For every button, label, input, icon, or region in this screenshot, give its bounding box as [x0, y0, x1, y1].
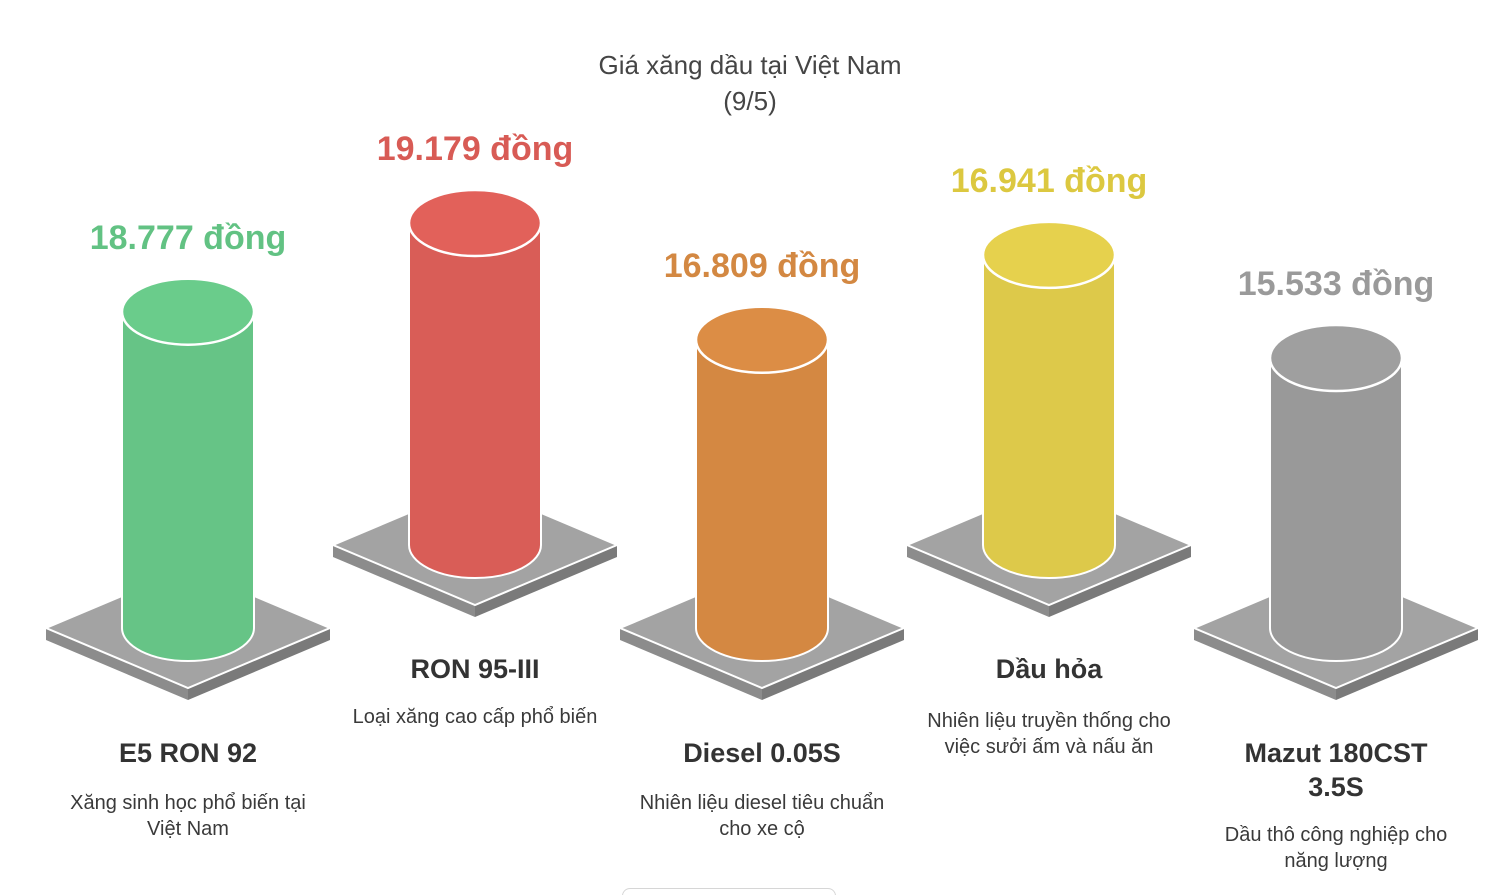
platform-side-right: [475, 545, 617, 617]
category-description-5: Dầu thô công nghiệp cho năng lượng: [1224, 824, 1448, 872]
platform-side-left: [333, 545, 475, 617]
platform-side-left: [46, 628, 188, 700]
value-label-5: 15.533 đồng: [1237, 265, 1435, 303]
bar-top-3: [694, 305, 830, 375]
bar-top-2: [407, 188, 543, 258]
bar-top-5: [1268, 323, 1404, 393]
bar-3: [695, 338, 829, 662]
chart-title: Giá xăng dầu tại Việt Nam: [598, 50, 902, 80]
bar-1: [121, 310, 255, 662]
bar-2: [408, 222, 542, 579]
category-description-2: Loại xăng cao cấp phổ biến: [352, 706, 598, 728]
category-label-5: Mazut 180CST 3.5S: [1244, 738, 1428, 802]
platform-side-right: [188, 628, 330, 700]
platform-side-right: [1336, 628, 1478, 700]
platform-side-right: [1049, 545, 1191, 617]
category-label-3: Diesel 0.05S: [683, 738, 841, 768]
chart-subtitle: (9/5): [723, 86, 777, 116]
platform-side-left: [1194, 628, 1336, 700]
category-description-3: Nhiên liệu diesel tiêu chuẩn cho xe cộ: [639, 792, 885, 840]
platform-side-right: [762, 628, 904, 700]
category-description-1: Xăng sinh học phổ biến tại Việt Nam: [70, 792, 306, 840]
category-description-4: Nhiên liệu truyền thống cho việc sưởi ấm…: [927, 710, 1171, 758]
category-label-1: E5 RON 92: [118, 738, 258, 768]
value-label-2: 19.179 đồng: [376, 130, 574, 168]
platform-side-left: [907, 545, 1049, 617]
bottom-tab: [622, 888, 836, 895]
bar-5: [1269, 357, 1403, 662]
bar-top-1: [120, 277, 256, 346]
value-label-4: 16.941 đồng: [950, 161, 1148, 200]
bar-top-4: [981, 220, 1117, 290]
value-label-3: 16.809 đồng: [663, 246, 861, 285]
platform-side-left: [620, 628, 762, 700]
category-label-4: Dầu hỏa: [995, 654, 1103, 684]
category-label-2: RON 95-III: [410, 654, 540, 684]
value-label-1: 18.777 đồng: [89, 218, 287, 257]
bar-4: [982, 253, 1116, 579]
